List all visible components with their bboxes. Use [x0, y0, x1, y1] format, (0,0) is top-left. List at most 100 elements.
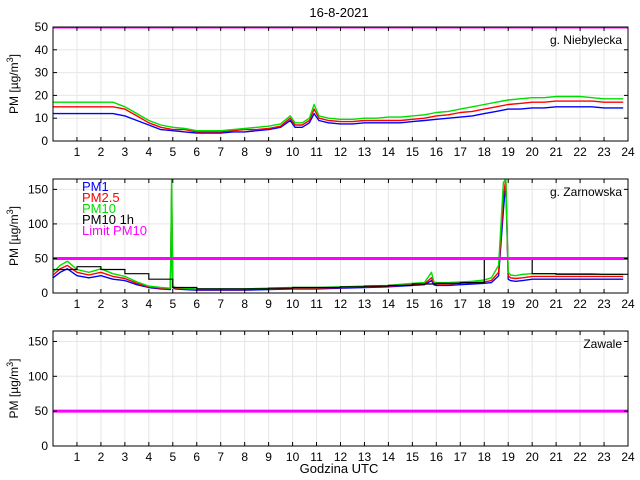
- x-tick-label: 9: [265, 297, 272, 311]
- x-tick-label: 16: [430, 145, 444, 159]
- y-tick-label: 50: [35, 404, 49, 418]
- x-tick-label: 19: [502, 450, 516, 464]
- x-tick-label: 3: [122, 297, 129, 311]
- series-group: [53, 27, 628, 134]
- x-tick-label: 5: [169, 297, 176, 311]
- y-tick-label: 100: [28, 369, 48, 383]
- x-tick-label: 7: [217, 450, 224, 464]
- legend-entry: PM10 1h: [82, 212, 134, 227]
- figure-title: 16-8-2021: [309, 5, 368, 20]
- x-tick-label: 18: [478, 145, 492, 159]
- x-tick-label: 24: [621, 297, 635, 311]
- x-tick-label: 24: [621, 145, 635, 159]
- y-tick-label: 0: [41, 286, 48, 300]
- x-tick-label: 5: [169, 145, 176, 159]
- x-tick-label: 13: [358, 297, 372, 311]
- x-tick-label: 13: [358, 450, 372, 464]
- x-tick-label: 9: [265, 145, 272, 159]
- x-tick-label: 14: [382, 145, 396, 159]
- x-tick-label: 2: [98, 450, 105, 464]
- x-tick-label: 13: [358, 145, 372, 159]
- x-tick-label: 11: [310, 297, 323, 311]
- x-tick-label: 14: [382, 297, 396, 311]
- x-tick-label: 15: [406, 297, 420, 311]
- x-tick-label: 4: [145, 450, 152, 464]
- x-tick-label: 17: [454, 450, 468, 464]
- x-tick-label: 12: [334, 145, 348, 159]
- x-tick-label: 2: [98, 297, 105, 311]
- x-tick-label: 4: [145, 297, 152, 311]
- station-name: g. Niebylecka: [550, 33, 622, 47]
- series-line-pm10: [53, 179, 624, 290]
- x-tick-label: 1: [74, 297, 81, 311]
- x-tick-label: 6: [193, 450, 200, 464]
- x-tick-label: 6: [193, 145, 200, 159]
- panel-2: 1 2 3 4 5 6 7 8 9 10 11 12 13 14 15 16 17 18 19 20 21 22 23 240…: [5, 178, 635, 311]
- x-tick-label: 1: [74, 145, 81, 159]
- x-tick-label: 17: [454, 297, 468, 311]
- panel-1: 1 2 3 4 5 6 7 8 9 10 11 12 13 14 15 16 17 18 19 20 21 22 23 240…: [5, 20, 635, 159]
- series-line-pm25: [53, 100, 624, 133]
- station-name: Zawale: [583, 337, 622, 351]
- y-tick-label: 20: [35, 88, 49, 102]
- x-tick-label: 8: [241, 297, 248, 311]
- x-tick-label: 19: [502, 145, 516, 159]
- x-tick-label: 7: [217, 145, 224, 159]
- panels: 1 2 3 4 5 6 7 8 9 10 11 12 13 14 15 16 17 18 19 20 21 22 23 240…: [5, 20, 635, 464]
- x-tick-label: 11: [310, 450, 323, 464]
- x-tick-label: 19: [502, 297, 516, 311]
- y-tick-label: 0: [41, 439, 48, 453]
- x-tick-label: 16: [430, 450, 444, 464]
- x-tick-label: 23: [597, 297, 611, 311]
- y-tick-label: 0: [41, 134, 48, 148]
- y-axis-label: PM [µg/m3]: [5, 54, 21, 114]
- x-tick-label: 20: [525, 450, 539, 464]
- y-tick-label: 50: [35, 20, 49, 34]
- x-tick-label: 23: [597, 450, 611, 464]
- x-tick-label: 22: [573, 450, 587, 464]
- y-tick-label: 10: [35, 111, 49, 125]
- y-tick-label: 50: [35, 251, 49, 265]
- series-group: [53, 179, 628, 291]
- x-tick-label: 21: [549, 297, 563, 311]
- x-tick-label: 9: [265, 450, 272, 464]
- x-tick-label: 5: [169, 450, 176, 464]
- legend-entry: PM2.5: [82, 190, 120, 205]
- legend-entry: Limit PM10: [82, 223, 147, 238]
- legend-entry: PM1: [82, 179, 109, 194]
- x-tick-label: 10: [286, 450, 300, 464]
- legend-entry: PM10: [82, 201, 116, 216]
- x-tick-label: 18: [478, 450, 492, 464]
- x-tick-label: 20: [525, 145, 539, 159]
- x-tick-label: 14: [382, 450, 396, 464]
- y-axis-label: PM [µg/m3]: [5, 359, 21, 419]
- y-tick-label: 150: [28, 182, 48, 196]
- x-tick-label: 23: [597, 145, 611, 159]
- x-tick-label: 18: [478, 297, 492, 311]
- x-tick-label: 12: [334, 297, 348, 311]
- series-line-pm1: [53, 106, 624, 134]
- x-axis-label: Godzina UTC: [300, 461, 379, 476]
- x-tick-label: 15: [406, 450, 420, 464]
- x-tick-label: 4: [145, 145, 152, 159]
- x-tick-label: 24: [621, 450, 635, 464]
- y-tick-label: 40: [35, 43, 49, 57]
- x-tick-label: 8: [241, 145, 248, 159]
- y-tick-label: 100: [28, 217, 48, 231]
- x-tick-label: 20: [525, 297, 539, 311]
- x-tick-label: 3: [122, 450, 129, 464]
- y-axis-label: PM [µg/m3]: [5, 206, 21, 266]
- x-tick-label: 10: [286, 297, 300, 311]
- x-tick-label: 21: [549, 450, 563, 464]
- x-tick-label: 7: [217, 297, 224, 311]
- x-tick-label: 22: [573, 297, 587, 311]
- x-tick-label: 22: [573, 145, 587, 159]
- x-tick-label: 12: [334, 450, 348, 464]
- station-name: g. Zarnowska: [550, 185, 622, 199]
- y-tick-label: 30: [35, 66, 49, 80]
- x-tick-label: 3: [122, 145, 129, 159]
- x-tick-label: 11: [310, 145, 323, 159]
- x-tick-label: 21: [549, 145, 563, 159]
- x-tick-label: 15: [406, 145, 420, 159]
